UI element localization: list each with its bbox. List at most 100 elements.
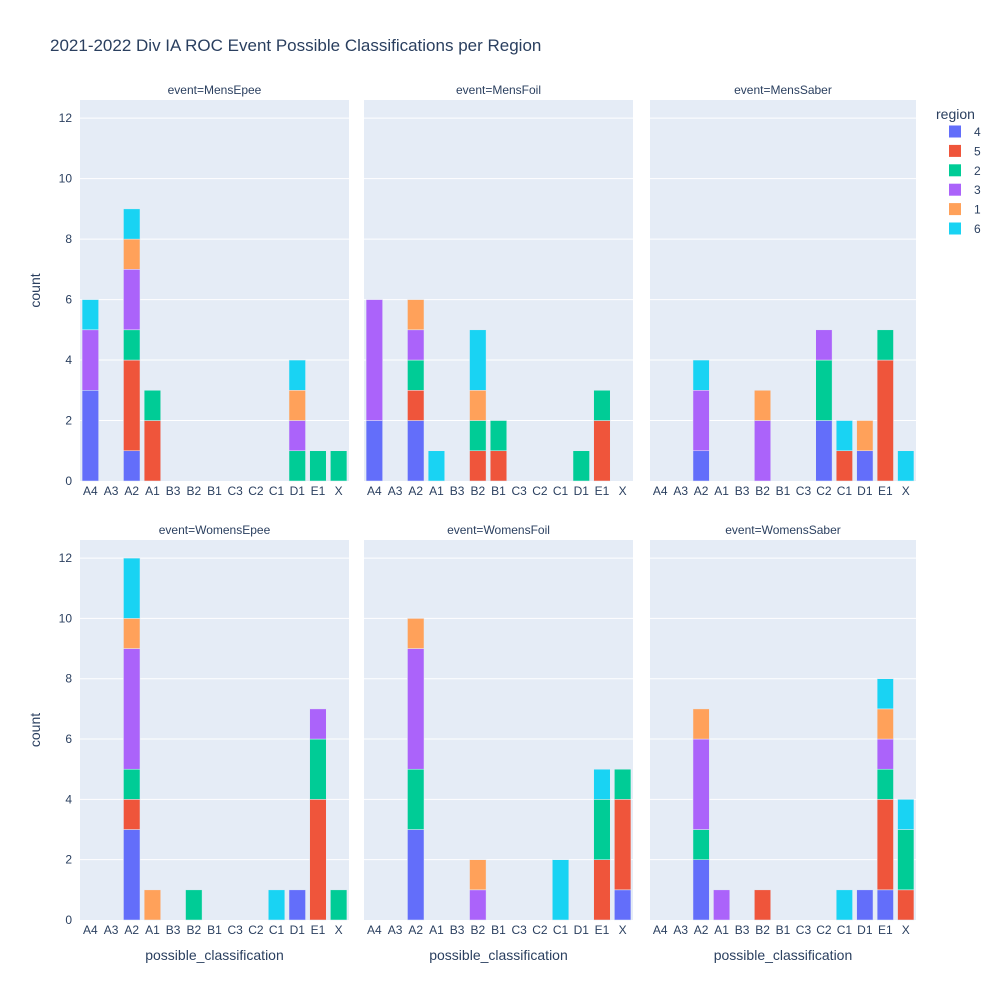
x-tick-label: A3 [388, 484, 403, 498]
x-tick-label: C1 [553, 923, 569, 937]
bar-segment-A2-region-5 [407, 390, 425, 421]
bar-segment-A1-region-5 [143, 420, 161, 482]
bar-segment-A2-region-4 [123, 829, 141, 921]
y-tick-label: 10 [59, 611, 73, 625]
x-tick-label: C2 [816, 484, 832, 498]
legend-item-region-5[interactable]: 5 [949, 144, 981, 158]
bar-segment-A2-region-4 [123, 450, 141, 482]
bar-segment-E1-region-5 [593, 420, 611, 482]
bar-segment-E1-region-2 [593, 799, 611, 860]
bar-segment-A2-region-6 [123, 557, 141, 619]
bar-segment-A2-region-3 [123, 648, 141, 770]
x-tick-label: A2 [124, 484, 139, 498]
bar-segment-E1-region-2 [593, 390, 611, 421]
legend-item-region-6[interactable]: 6 [949, 222, 981, 236]
panel-6: event=WomensSaber A4 A3 A2 A1 B3 B2 B1 C3 C2 C1 D1 E… [650, 523, 916, 963]
x-tick-label: C3 [512, 923, 528, 937]
plot-background [650, 100, 916, 481]
y-tick-label: 10 [59, 172, 73, 186]
legend-item-region-4[interactable]: 4 [949, 125, 981, 139]
x-tick-label: D1 [574, 484, 590, 498]
x-tick-label: E1 [311, 923, 326, 937]
bar-segment-A2-region-2 [407, 359, 425, 391]
x-tick-label: A4 [83, 484, 98, 498]
bar-segment-A2-region-3 [692, 738, 710, 830]
chart-panels: event=MensEpee A4 A3 A2 A1 B3 B2 B1 C3 C2 C1 D1 E1 X 0… [27, 83, 916, 963]
panel-title: event=WomensEpee [159, 523, 271, 537]
bar-segment-A4-region-3 [81, 329, 99, 391]
bar-segment-A4-region-3 [365, 299, 383, 421]
x-tick-label: X [619, 923, 627, 937]
plot-background [650, 540, 916, 920]
bar-segment-B2-region-3 [469, 889, 487, 921]
bar-segment-A4-region-6 [81, 299, 99, 331]
legend-label: 1 [974, 203, 981, 217]
x-tick-label: A4 [367, 484, 382, 498]
x-tick-label: X [902, 484, 910, 498]
bar-segment-A2-region-1 [692, 708, 710, 740]
bar-segment-B2-region-1 [469, 390, 487, 421]
x-tick-label: B3 [166, 484, 181, 498]
bar-segment-D1-region-4 [856, 450, 874, 482]
bar-segment-A2-region-1 [407, 299, 425, 331]
legend-item-region-1[interactable]: 1 [949, 203, 981, 217]
x-tick-label: A4 [367, 923, 382, 937]
bar-segment-A2-region-2 [692, 829, 710, 860]
x-tick-label: B3 [166, 923, 181, 937]
bar-segment-D1-region-3 [288, 420, 306, 452]
x-tick-label: B2 [186, 923, 201, 937]
bar-segment-E1-region-2 [876, 768, 894, 800]
x-tick-label: A3 [388, 923, 403, 937]
bar-segment-X-region-5 [614, 799, 632, 891]
legend-item-region-3[interactable]: 3 [949, 183, 981, 197]
x-tick-label: B2 [470, 923, 485, 937]
bar-segment-A2-region-2 [123, 329, 141, 361]
plot-background [80, 540, 349, 920]
legend-label: 6 [974, 222, 981, 236]
panel-3: event=MensSaber A4 A3 A2 A1 B3 B2 B1 C3 C2 C1 D1 E1 X [650, 83, 916, 498]
bar-segment-A2-region-2 [123, 768, 141, 800]
x-tick-label: A4 [653, 923, 668, 937]
bar-segment-D1-region-1 [856, 420, 874, 452]
x-tick-label: C3 [796, 923, 812, 937]
legend-swatch [949, 222, 961, 235]
bar-segment-X-region-6 [897, 450, 915, 482]
x-tick-label: A1 [714, 484, 729, 498]
legend-label: 2 [974, 164, 981, 178]
bar-segment-A2-region-4 [407, 829, 425, 921]
bar-segment-E1-region-5 [593, 859, 611, 921]
legend-label: 5 [974, 144, 981, 158]
bar-segment-A2-region-4 [692, 859, 710, 921]
y-tick-label: 4 [65, 353, 72, 367]
bar-segment-B2-region-5 [754, 889, 771, 921]
bar-segment-A2-region-6 [123, 208, 141, 240]
panel-title: event=MensFoil [456, 83, 541, 97]
bar-segment-A1-region-2 [143, 390, 161, 421]
y-axis-label: count [27, 273, 43, 307]
x-tick-label: C3 [228, 923, 244, 937]
bar-segment-E1-region-3 [309, 708, 327, 740]
panel-title: event=MensSaber [734, 83, 832, 97]
x-tick-label: C3 [228, 484, 244, 498]
bar-segment-X-region-5 [897, 889, 915, 921]
x-tick-label: B3 [450, 484, 465, 498]
panel-4: event=WomensEpee A4 A3 A2 A1 B3 B2 B1 C3 C2 C1 D1 E1… [27, 523, 349, 963]
x-tick-label: A1 [714, 923, 729, 937]
bar-segment-E1-region-4 [876, 889, 894, 921]
bar-segment-E1-region-3 [876, 738, 894, 770]
bar-segment-A2-region-5 [123, 799, 141, 830]
bar-segment-B1-region-5 [489, 450, 508, 482]
bar-segment-E1-region-2 [876, 329, 894, 361]
panel-title: event=WomensSaber [725, 523, 841, 537]
legend-item-region-2[interactable]: 2 [949, 164, 981, 178]
panel-title: event=WomensFoil [447, 523, 550, 537]
x-tick-label: C2 [532, 923, 548, 937]
legend-title: region [936, 106, 975, 122]
legend-label: 4 [974, 125, 981, 139]
legend-swatch [949, 125, 961, 138]
bar-segment-A2-region-3 [123, 269, 141, 331]
x-tick-label: C1 [269, 484, 285, 498]
x-tick-label: B3 [450, 923, 465, 937]
bar-segment-X-region-2 [897, 829, 915, 891]
x-tick-label: C1 [269, 923, 285, 937]
